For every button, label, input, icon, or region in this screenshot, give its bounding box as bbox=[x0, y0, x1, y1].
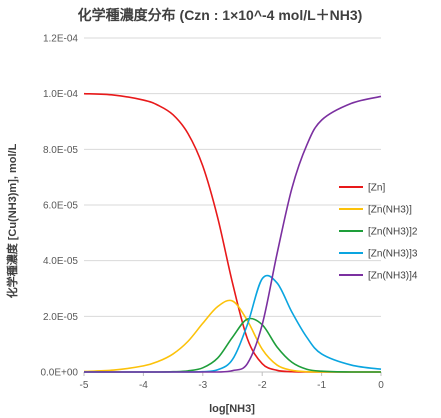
series-line-zn-nh3-2 bbox=[84, 317, 381, 373]
x-axis-title: log[NH3] bbox=[209, 403, 255, 415]
legend-label: [Zn(NH3)]2 bbox=[368, 227, 418, 238]
series-lines bbox=[83, 92, 382, 373]
legend: [Zn] [Zn(NH3)] [Zn(NH3)]2 [Zn(NH3)]3 [Zn(NH3… bbox=[339, 183, 418, 282]
x-tick-label: -5 bbox=[80, 380, 89, 391]
y-tick-label: 0.0E+00 bbox=[40, 368, 78, 379]
y-axis-title: 化学種濃度 [Cu(NH3)m], mol/L bbox=[5, 143, 19, 298]
y-tick-label: 8.0E-05 bbox=[43, 145, 78, 156]
series-line-zn-nh3-3 bbox=[84, 274, 382, 373]
y-tick-label: 2.0E-05 bbox=[43, 312, 78, 323]
y-tick-label: 1.2E-04 bbox=[43, 34, 78, 45]
grid-lines bbox=[84, 37, 381, 317]
tick-labels: 0.0E+00 2.0E-05 4.0E-05 6.0E-05 8.0E-05 1.0E-… bbox=[40, 34, 384, 392]
series-line-zn-nh3 bbox=[83, 299, 381, 373]
x-tick-label: -4 bbox=[139, 380, 148, 391]
series-line-zn bbox=[83, 92, 381, 373]
y-tick-label: 1.0E-04 bbox=[43, 89, 78, 100]
chart-title: 化学種濃度分布 (Czn : 1×10^-4 mol/L＋NH3) bbox=[78, 7, 363, 23]
legend-label: [Zn] bbox=[368, 183, 385, 194]
y-tick-label: 6.0E-05 bbox=[43, 201, 78, 212]
legend-label: [Zn(NH3)] bbox=[368, 205, 412, 216]
legend-label: [Zn(NH3)]3 bbox=[368, 249, 418, 260]
x-tick-label: 0 bbox=[378, 380, 384, 391]
x-tick-label: -3 bbox=[198, 380, 207, 391]
x-tick-label: -1 bbox=[317, 380, 326, 391]
legend-label: [Zn(NH3)]4 bbox=[368, 271, 418, 282]
series-line-zn-nh3-4 bbox=[84, 95, 382, 373]
y-tick-label: 4.0E-05 bbox=[43, 256, 78, 267]
x-tick-label: -2 bbox=[258, 380, 267, 391]
